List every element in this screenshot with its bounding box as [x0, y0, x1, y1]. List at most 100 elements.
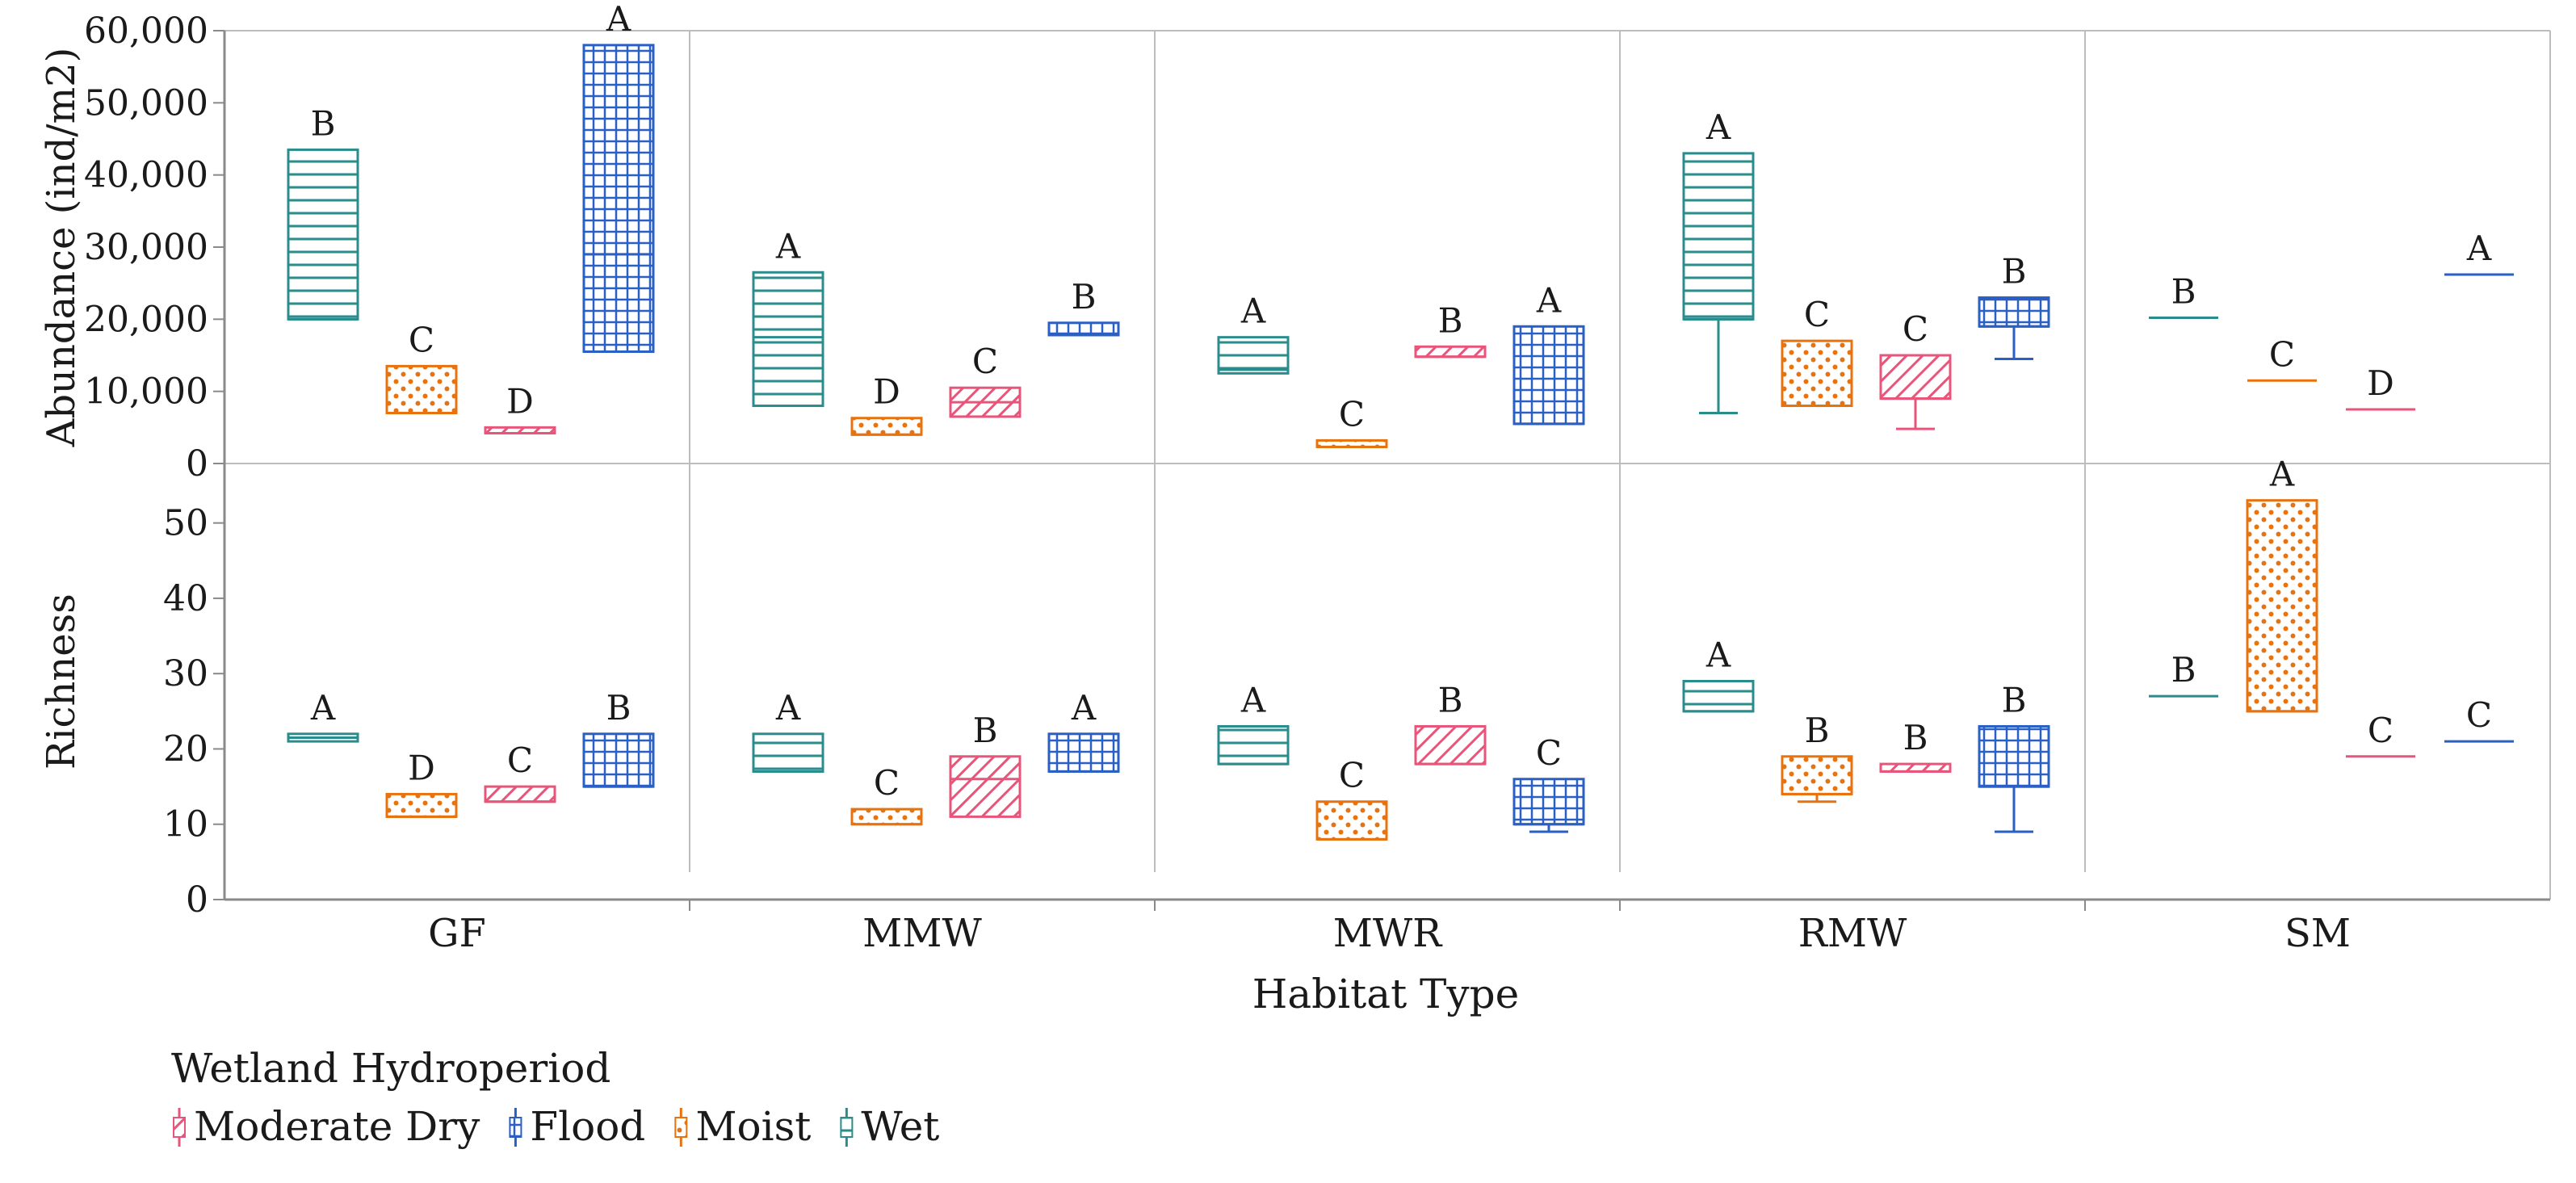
abundance-mwr-wet-box [1217, 336, 1290, 375]
moderate-dry-box-icon-body [173, 1117, 186, 1138]
abundance-mwr-wet-iqr-rect [1217, 336, 1290, 375]
flood-box-icon-body [509, 1117, 522, 1138]
x-category-label: MMW [862, 911, 982, 956]
abundance-rmw-moist-box [1781, 339, 1853, 408]
significance-letters: B C D A A D C B A C B A A C C B B C D A A D C B A C B A A C B C A B B B B A C C [310, 0, 2492, 803]
abundance-mmw-moderate-dry-letter: C [972, 342, 998, 381]
abundance-rmw-wet-letter: A [1705, 107, 1731, 147]
richness-gf-moist-iqr-rect [385, 792, 458, 818]
richness-mwr-flood-box [1512, 778, 1585, 833]
richness-rmw-flood-letter: B [2002, 680, 2027, 719]
richness-gf-flood-iqr-rect [582, 732, 655, 788]
abundance-mmw-flood-box [1047, 321, 1120, 337]
y-tick-label: 20 [163, 728, 208, 770]
richness-gf-moderate-dry-box [484, 785, 556, 803]
x-axis-title: Habitat Type [1252, 971, 1520, 1017]
x-category-label: GF [428, 911, 486, 956]
abundance-gf-flood-iqr-rect [582, 44, 655, 354]
y-tick-label: 50 [163, 503, 208, 544]
abundance-mmw-moist-iqr-rect [850, 417, 923, 436]
richness-rmw-wet-box [1682, 680, 1755, 713]
y-tick-label: 0 [186, 879, 208, 921]
richness-sm-moist-iqr-rect [2246, 499, 2318, 713]
richness-mmw-moderate-dry-box [949, 755, 1022, 818]
richness-sm-wet-letter: B [2171, 650, 2196, 690]
richness-mmw-flood-iqr-rect [1047, 732, 1120, 773]
abundance-mwr-moist-letter: C [1339, 394, 1365, 434]
y-tick-label: 10,000 [84, 371, 208, 413]
abundance-rmw-moderate-dry-iqr-rect [1879, 354, 1952, 401]
abundance-gf-moist-letter: C [409, 320, 434, 359]
richness-sm-flood-letter: C [2466, 695, 2492, 735]
abundance-gf-wet-iqr-rect [287, 148, 359, 321]
abundance-rmw-moderate-dry-letter: C [1903, 309, 1928, 349]
moist-box-icon-body [674, 1117, 688, 1138]
abundance-rmw-flood-iqr-rect [1978, 296, 2050, 328]
richness-gf-moist-box [385, 792, 458, 818]
abundance-rmw-moderate-dry-box [1879, 354, 1952, 430]
richness-mwr-wet-box [1217, 724, 1290, 766]
abundance-gf-moderate-dry-box [484, 426, 556, 434]
richness-rmw-flood-box [1978, 724, 2050, 833]
richness-mmw-wet-box [752, 732, 824, 773]
abundance-mwr-flood-box [1512, 325, 1585, 426]
abundance-rmw-moist-iqr-rect [1781, 339, 1853, 408]
richness-mwr-moderate-dry-box [1414, 724, 1487, 766]
richness-rmw-moderate-dry-box [1879, 762, 1952, 773]
y-tick-label: 40 [163, 578, 208, 619]
abundance-mmw-wet-iqr-rect [752, 271, 824, 408]
abundance-mmw-moderate-dry-box [949, 386, 1022, 418]
x-axis-categories: GF MMW MWR RMW SM [428, 900, 2351, 956]
abundance-mwr-moderate-dry-box [1414, 345, 1487, 359]
abundance-mwr-flood-iqr-rect [1512, 325, 1585, 426]
abundance-mmw-wet-box [752, 271, 824, 408]
richness-rmw-moderate-dry-letter: B [1903, 718, 1928, 757]
richness-mwr-flood-iqr-rect [1512, 778, 1585, 826]
abundance-mmw-moist-letter: D [873, 372, 900, 412]
abundance-sm-flood-letter: A [2466, 229, 2492, 268]
richness-gf-moderate-dry-letter: C [507, 740, 533, 780]
y-tick-label: 10 [163, 804, 208, 845]
richness-rmw-wet-letter: A [1705, 636, 1731, 675]
y-tick-label: 60,000 [84, 10, 208, 52]
richness-rmw-wet-iqr-rect [1682, 680, 1755, 713]
abundance-mmw-wet-letter: A [775, 226, 801, 266]
richness-mwr-moderate-dry-letter: B [1438, 680, 1463, 719]
abundance-gf-wet-box [287, 148, 359, 321]
abundance-gf-wet-letter: B [311, 103, 336, 143]
abundance-rmw-wet-iqr-rect [1682, 152, 1755, 321]
richness-rmw-moist-iqr-rect [1781, 755, 1853, 795]
y-tick-label: 40,000 [84, 155, 208, 196]
abundance-mmw-moist-box [850, 417, 923, 436]
y-tick-label: 50,000 [84, 82, 208, 124]
richness-axis-title: Richness [39, 594, 84, 770]
abundance-rmw-flood-box [1978, 296, 2050, 360]
x-category-label: SM [2284, 911, 2351, 956]
richness-mmw-wet-iqr-rect [752, 732, 824, 773]
legend: Moderate Dry Flood Moist Wet [173, 1103, 939, 1150]
abundance-rmw-moist-letter: C [1804, 295, 1830, 334]
richness-gf-flood-letter: B [606, 688, 631, 728]
abundance-mwr-flood-letter: A [1536, 280, 1562, 320]
richness-mwr-wet-letter: A [1240, 680, 1266, 719]
richness-sm-moist-letter: A [2269, 455, 2295, 494]
richness-gf-moderate-dry-iqr-rect [484, 785, 556, 803]
y-tick-label: 30 [163, 653, 208, 694]
abundance-gf-moderate-dry-letter: D [506, 381, 534, 421]
richness-mwr-moist-iqr-rect [1315, 800, 1388, 841]
legend-label-flood: Flood [530, 1103, 645, 1150]
abundance-axis-title: Abundance (ind/m2) [39, 48, 84, 448]
richness-gf-wet-box [287, 732, 359, 743]
moderate-dry-box-icon [173, 1108, 186, 1147]
y-axes: 0 10,000 20,000 30,000 40,000 50,000 60,000Abu… [39, 10, 226, 921]
richness-mmw-moist-box [850, 808, 923, 826]
abundance-mwr-moderate-dry-iqr-rect [1414, 345, 1487, 359]
flood-box-icon [509, 1108, 522, 1147]
richness-mwr-moderate-dry-iqr-rect [1414, 724, 1487, 766]
richness-sm-moist-box [2246, 499, 2318, 713]
richness-mwr-moist-letter: C [1339, 756, 1365, 795]
abundance-mwr-wet-letter: A [1240, 292, 1266, 331]
richness-mmw-moderate-dry-letter: B [973, 711, 998, 750]
abundance-gf-flood-box [582, 44, 655, 354]
wet-box-icon-body [840, 1117, 854, 1138]
